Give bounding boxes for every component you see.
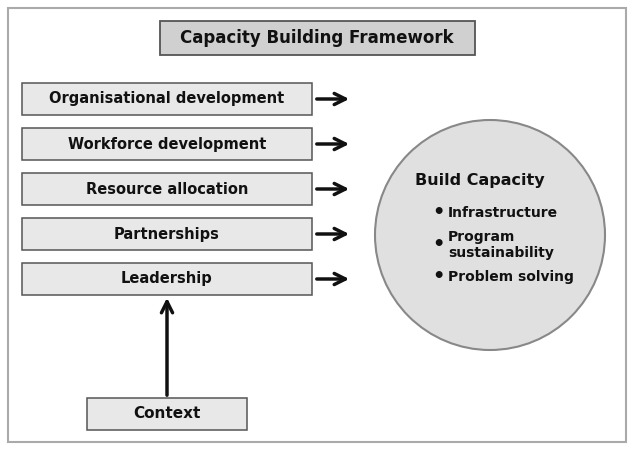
FancyBboxPatch shape <box>22 263 312 295</box>
Text: Resource allocation: Resource allocation <box>86 181 248 197</box>
Ellipse shape <box>375 120 605 350</box>
FancyBboxPatch shape <box>22 173 312 205</box>
Text: •: • <box>432 203 444 222</box>
FancyBboxPatch shape <box>160 21 474 55</box>
Text: Build Capacity: Build Capacity <box>415 172 545 188</box>
FancyBboxPatch shape <box>22 128 312 160</box>
Text: Partnerships: Partnerships <box>114 226 220 242</box>
Text: •: • <box>432 267 444 287</box>
Text: Workforce development: Workforce development <box>68 136 266 152</box>
Text: Organisational development: Organisational development <box>49 91 285 107</box>
FancyBboxPatch shape <box>22 218 312 250</box>
FancyBboxPatch shape <box>87 398 247 430</box>
Text: Capacity Building Framework: Capacity Building Framework <box>180 29 454 47</box>
Text: Program
sustainability: Program sustainability <box>448 230 554 260</box>
Text: Leadership: Leadership <box>121 271 213 287</box>
Text: •: • <box>432 235 444 255</box>
Text: Infrastructure: Infrastructure <box>448 206 558 220</box>
Text: Context: Context <box>133 406 201 422</box>
Text: Problem solving: Problem solving <box>448 270 574 284</box>
FancyBboxPatch shape <box>22 83 312 115</box>
FancyBboxPatch shape <box>8 8 626 442</box>
